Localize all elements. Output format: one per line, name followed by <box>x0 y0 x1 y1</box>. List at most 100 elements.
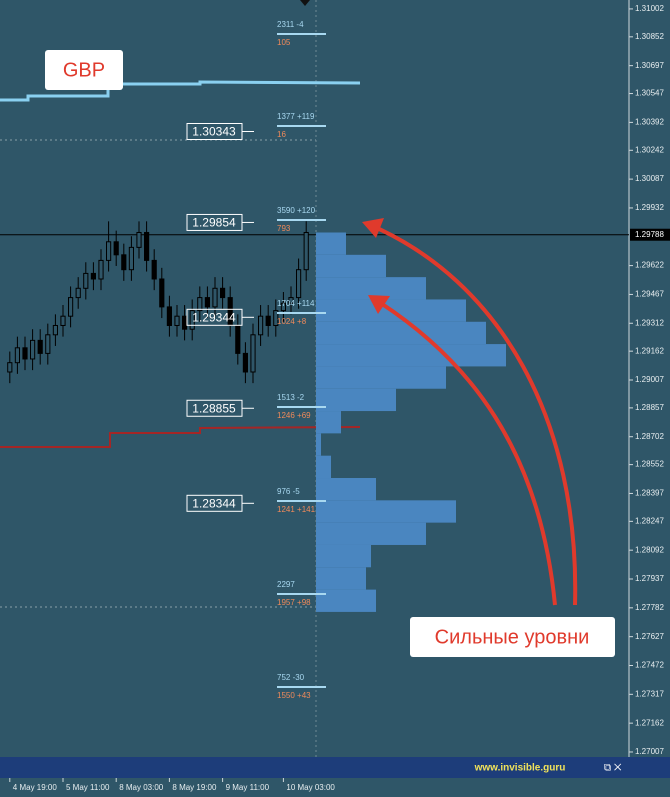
arrow-head <box>368 295 390 314</box>
x-tick-label: 8 May 03:00 <box>119 783 164 792</box>
y-tick-label: 1.28702 <box>635 432 664 441</box>
volume-note-bottom: 1024 +8 <box>277 317 307 326</box>
volume-note-bottom: 1241 +141 <box>277 505 316 514</box>
candle-body <box>128 246 134 271</box>
x-tick-label: 5 May 11:00 <box>66 783 110 792</box>
candle-body <box>30 339 36 360</box>
candle-body <box>68 297 74 317</box>
level-label: 1.28855 <box>192 401 236 415</box>
candle-body <box>14 347 20 364</box>
symbol-box <box>45 50 123 90</box>
y-tick-label: 1.29007 <box>635 375 664 384</box>
annotation-box <box>410 617 615 657</box>
current-price-label: 1.29788 <box>635 230 664 239</box>
candle-body <box>182 315 188 330</box>
candle-body <box>37 339 43 354</box>
volume-note-bottom: 793 <box>277 224 291 233</box>
profile-bar <box>316 388 396 412</box>
candle-body <box>22 347 28 360</box>
current-price-tag <box>630 228 670 241</box>
arrow-head <box>362 218 384 238</box>
candle-body <box>174 315 180 326</box>
profile-bar <box>316 522 426 545</box>
status-bar <box>0 757 670 778</box>
candle-body <box>52 324 58 336</box>
candle-body <box>250 334 256 373</box>
volume-note-top: 1704 +114 <box>277 299 315 308</box>
level-label: 1.30343 <box>192 125 236 139</box>
y-tick-label: 1.31002 <box>635 4 664 13</box>
candle-body <box>212 287 218 308</box>
y-tick-label: 1.28552 <box>635 460 664 469</box>
profile-bar <box>316 321 486 345</box>
candle-body <box>189 310 195 330</box>
volume-note-bottom: 105 <box>277 38 291 47</box>
profile-bar <box>316 411 341 434</box>
y-tick-label: 1.27782 <box>635 603 664 612</box>
y-tick-label: 1.30242 <box>635 145 664 154</box>
profile-bar <box>316 344 506 367</box>
level-label: 1.29854 <box>192 216 236 230</box>
y-tick-label: 1.27627 <box>635 632 664 641</box>
candle-body <box>45 334 51 354</box>
profile-bar <box>316 277 426 300</box>
profile-bar <box>316 455 331 479</box>
profile-bar <box>316 232 346 255</box>
profile-bar <box>316 433 321 456</box>
candle-body <box>166 306 172 326</box>
candle-body <box>197 297 203 312</box>
volume-note-bottom: 1246 +69 <box>277 411 311 420</box>
y-tick-label: 1.30697 <box>635 61 664 70</box>
y-tick-label: 1.27162 <box>635 718 664 727</box>
volume-note-bottom: 1957 +98 <box>277 598 311 607</box>
arrow <box>367 222 578 606</box>
y-tick-label: 1.27472 <box>635 661 664 670</box>
candle-body <box>113 241 119 256</box>
volume-note-bottom: 1550 +43 <box>277 691 311 700</box>
volume-note-top: 752 -30 <box>277 673 305 682</box>
profile-bar <box>316 500 456 523</box>
profile-bar <box>316 254 386 278</box>
y-tick-label: 1.27937 <box>635 574 664 583</box>
x-tick-label: 4 May 19:00 <box>13 783 58 792</box>
y-tick-label: 1.30547 <box>635 89 664 98</box>
y-tick-label: 1.29622 <box>635 261 664 270</box>
candle-body <box>7 362 13 373</box>
y-tick-label: 1.28857 <box>635 403 664 412</box>
volume-note-top: 2297 <box>277 580 295 589</box>
candle-body <box>258 315 264 336</box>
volume-note-top: 1377 +119 <box>277 112 315 121</box>
shift-marker <box>300 0 310 6</box>
candle-body <box>98 259 104 280</box>
y-tick-label: 1.29467 <box>635 290 664 299</box>
y-tick-label: 1.29312 <box>635 318 664 327</box>
x-tick-label: 10 May 03:00 <box>286 783 335 792</box>
candle-body <box>303 231 309 271</box>
candle-body <box>265 315 271 326</box>
candle-body <box>220 287 226 299</box>
candle-body <box>235 324 241 354</box>
volume-note-top: 2311 -4 <box>277 20 304 29</box>
volume-note-top: 3590 +120 <box>277 206 316 215</box>
profile-bar <box>316 478 376 501</box>
y-tick-label: 1.28092 <box>635 545 664 554</box>
candle-body <box>151 259 157 280</box>
candle-body <box>204 297 210 308</box>
candle-body <box>136 231 142 248</box>
candle-body <box>75 287 81 299</box>
candle-body <box>106 241 112 261</box>
candle-body <box>60 315 66 326</box>
candle-body <box>159 278 165 308</box>
y-tick-label: 1.27007 <box>635 747 664 756</box>
y-tick-label: 1.29162 <box>635 346 664 355</box>
symbol-label: GBP <box>63 59 105 81</box>
y-tick-label: 1.28247 <box>635 516 664 525</box>
candle-body <box>296 269 302 299</box>
y-tick-label: 1.30392 <box>635 117 664 126</box>
window-buttons[interactable]: ⧉ ✕ <box>604 763 622 774</box>
candle-body <box>242 352 248 373</box>
profile-bar <box>316 589 376 612</box>
candle-body <box>121 254 127 271</box>
y-tick-label: 1.30852 <box>635 32 664 41</box>
